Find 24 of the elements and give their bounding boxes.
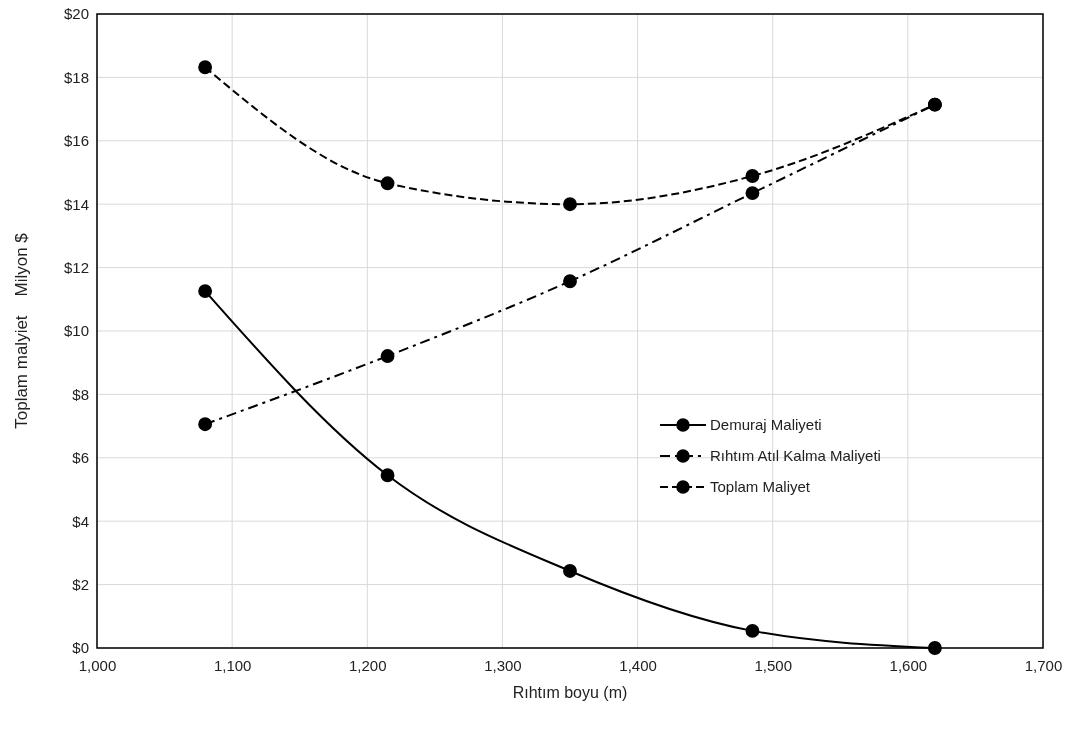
y-tick-label: $0 xyxy=(72,639,89,657)
y-tick-label: $20 xyxy=(63,5,89,23)
y-axis-title: Toplam malyiet Milyon $ xyxy=(12,232,31,429)
x-tick-label: 1,400 xyxy=(619,656,657,674)
x-tick-label: 1,100 xyxy=(213,656,252,674)
y-tick-label: $6 xyxy=(72,449,89,467)
y-tick-label: $2 xyxy=(72,575,89,593)
x-tick-label: 1,600 xyxy=(889,656,928,674)
x-axis-title: Rıhtım boyu (m) xyxy=(512,684,628,701)
y-tick-label: $4 xyxy=(72,512,89,530)
x-tick-label: 1,000 xyxy=(78,656,117,674)
y-tick-label: $8 xyxy=(72,385,89,403)
y-tick-label: $14 xyxy=(63,195,89,213)
x-tick-label: 1,300 xyxy=(484,656,522,674)
legend-label: Toplam Maliyet xyxy=(710,478,811,495)
legend-label: Rıhtım Atıl Kalma Maliyeti xyxy=(710,447,881,464)
x-tick-label: 1,700 xyxy=(1024,656,1063,674)
y-tick-label: $12 xyxy=(63,258,89,276)
x-tick-label: 1,200 xyxy=(349,656,387,674)
x-tick-label: 1,500 xyxy=(754,656,792,674)
y-tick-label: $18 xyxy=(63,68,89,86)
y-tick-label: $16 xyxy=(63,132,89,150)
y-tick-label: $10 xyxy=(63,322,89,340)
legend-label: Demuraj Maliyeti xyxy=(710,416,822,433)
